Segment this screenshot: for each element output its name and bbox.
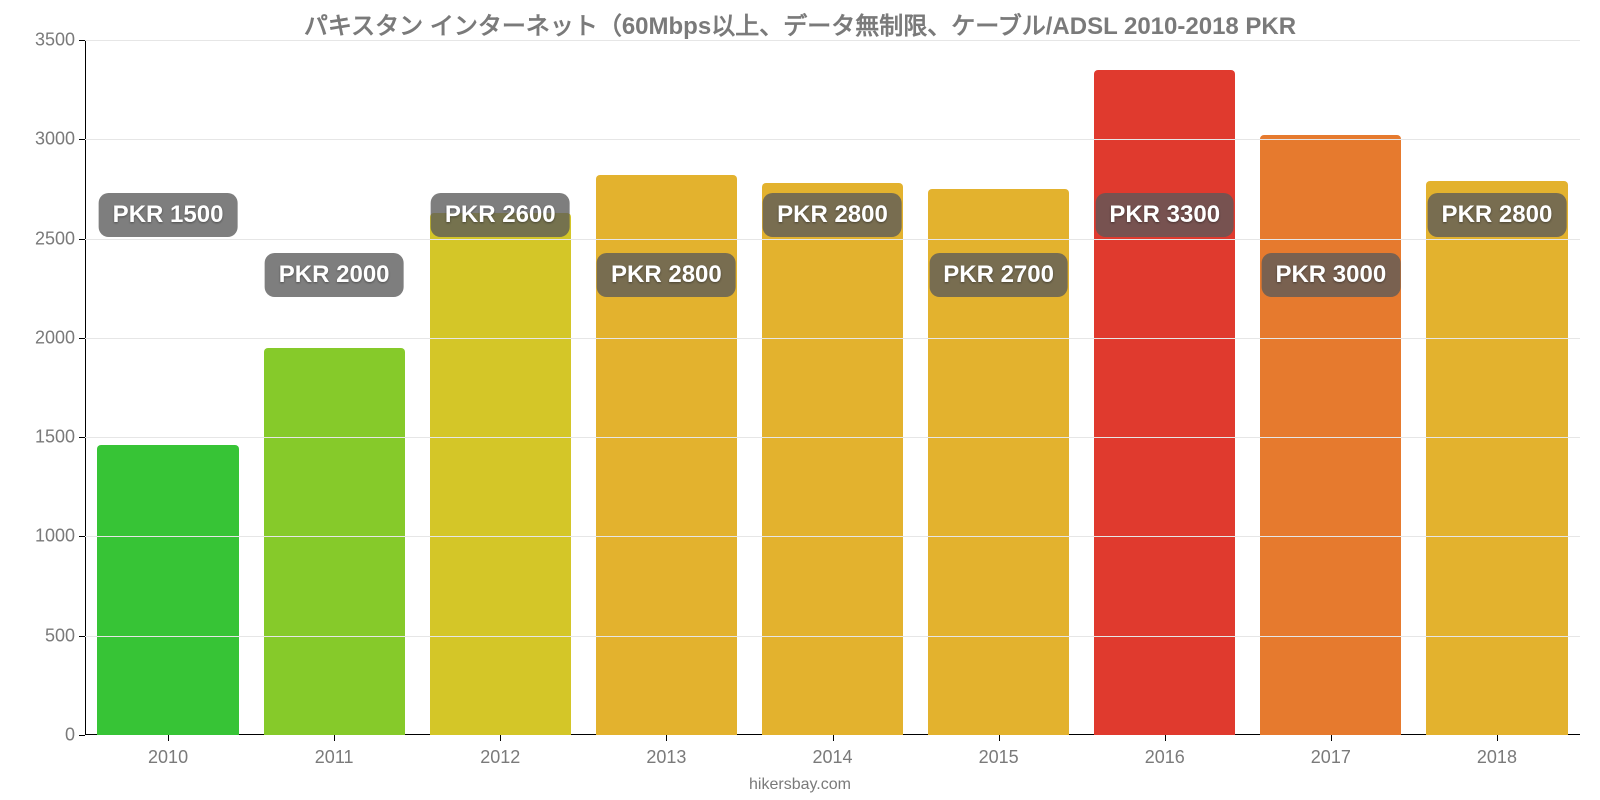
bar — [1426, 181, 1567, 735]
x-tick-label: 2011 — [251, 747, 417, 768]
y-tick-label: 500 — [45, 625, 85, 646]
bar-slot: PKR 2600 — [417, 40, 583, 735]
bar — [1260, 135, 1401, 735]
y-tick-label: 1500 — [35, 427, 85, 448]
bar-slot: PKR 2800 — [749, 40, 915, 735]
y-tick-label: 3500 — [35, 30, 85, 51]
value-badge: PKR 2800 — [597, 253, 736, 297]
grid-line — [85, 239, 1580, 240]
value-badge: PKR 1500 — [99, 193, 238, 237]
grid-line — [85, 536, 1580, 537]
x-tick-label: 2013 — [583, 747, 749, 768]
bar-slot: PKR 3300 — [1082, 40, 1248, 735]
x-tick-label: 2017 — [1248, 747, 1414, 768]
grid-line — [85, 139, 1580, 140]
bar-slot: PKR 2700 — [916, 40, 1082, 735]
bar — [264, 348, 405, 735]
value-badge: PKR 2700 — [929, 253, 1068, 297]
chart-footer: hikersbay.com — [0, 776, 1600, 794]
y-tick-label: 1000 — [35, 526, 85, 547]
value-badge: PKR 2800 — [763, 193, 902, 237]
value-badge: PKR 2000 — [265, 253, 404, 297]
x-tick-mark — [666, 735, 667, 741]
x-tick-mark — [500, 735, 501, 741]
x-tick-mark — [1165, 735, 1166, 741]
chart-title: パキスタン インターネット（60Mbps以上、データ無制限、ケーブル/ADSL … — [0, 0, 1600, 41]
x-tick-mark — [1331, 735, 1332, 741]
bar-slot: PKR 2800 — [583, 40, 749, 735]
grid-line — [85, 437, 1580, 438]
x-tick-label: 2018 — [1414, 747, 1580, 768]
bars-group: PKR 1500 PKR 2000 PKR 2600 PKR 2800 PKR 2800… — [85, 40, 1580, 735]
bar — [97, 445, 238, 735]
y-tick-label: 2500 — [35, 228, 85, 249]
y-tick-label: 0 — [65, 725, 85, 746]
x-tick-mark — [334, 735, 335, 741]
x-tick-label: 2012 — [417, 747, 583, 768]
x-tick-mark — [168, 735, 169, 741]
bar-slot: PKR 2800 — [1414, 40, 1580, 735]
bar-slot: PKR 2000 — [251, 40, 417, 735]
value-badge: PKR 2800 — [1428, 193, 1567, 237]
value-badge: PKR 3300 — [1095, 193, 1234, 237]
plot-area: PKR 1500 PKR 2000 PKR 2600 PKR 2800 PKR 2800… — [85, 40, 1580, 735]
x-tick-label: 2016 — [1082, 747, 1248, 768]
grid-line — [85, 338, 1580, 339]
x-tick-mark — [1497, 735, 1498, 741]
bar-slot: PKR 1500 — [85, 40, 251, 735]
chart-container: パキスタン インターネット（60Mbps以上、データ無制限、ケーブル/ADSL … — [0, 0, 1600, 800]
x-tick-label: 2015 — [916, 747, 1082, 768]
x-axis-labels: 201020112012201320142015201620172018 — [85, 747, 1580, 768]
bar-slot: PKR 3000 — [1248, 40, 1414, 735]
x-tick-mark — [833, 735, 834, 741]
y-tick-label: 3000 — [35, 129, 85, 150]
y-tick-label: 2000 — [35, 327, 85, 348]
x-tick-label: 2014 — [749, 747, 915, 768]
value-badge: PKR 2600 — [431, 193, 570, 237]
grid-line — [85, 40, 1580, 41]
bar — [762, 183, 903, 735]
bar — [430, 213, 571, 735]
x-tick-label: 2010 — [85, 747, 251, 768]
value-badge: PKR 3000 — [1261, 253, 1400, 297]
grid-line — [85, 636, 1580, 637]
x-tick-mark — [999, 735, 1000, 741]
